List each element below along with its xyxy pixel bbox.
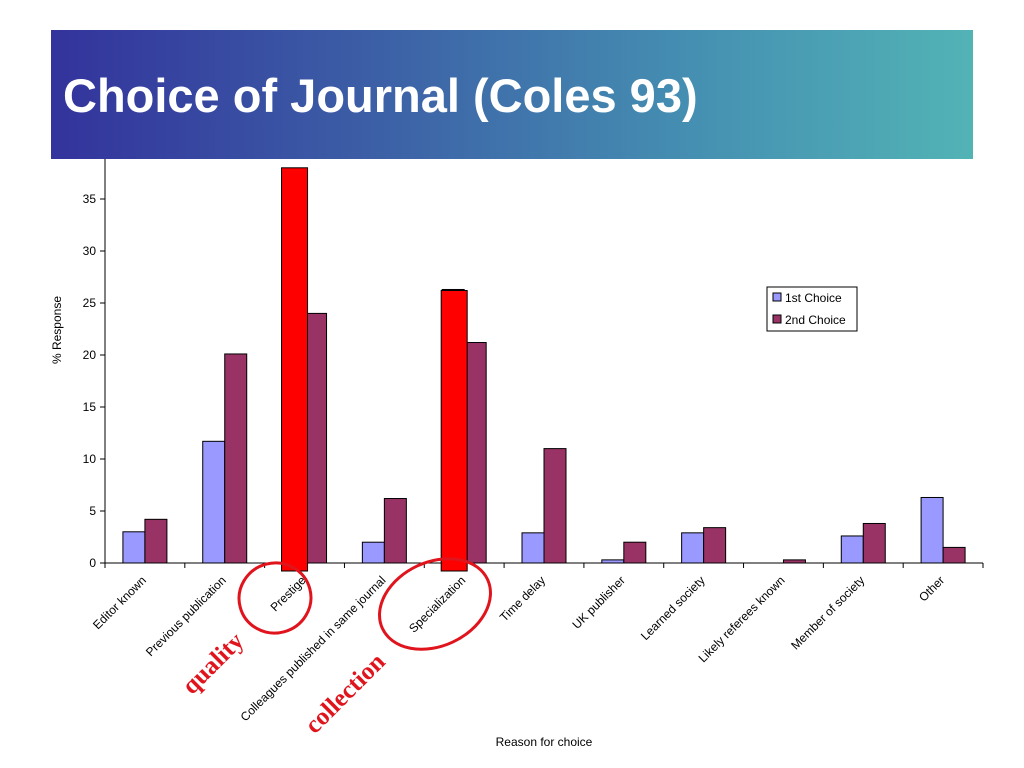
bar-first-choice [122, 531, 146, 564]
y-tick-label: 20 [83, 348, 97, 362]
bar-second-choice [543, 448, 567, 564]
y-tick-label: 35 [83, 192, 97, 206]
x-category-label: Learned society [638, 573, 708, 643]
highlight-bar [281, 167, 309, 572]
x-category-label: Time delay [497, 573, 548, 624]
bar-second-choice [862, 522, 886, 564]
bar-first-choice [521, 532, 545, 564]
x-category-label: Other [916, 573, 947, 604]
highlight-bar [440, 290, 468, 572]
x-category-label: UK publisher [569, 573, 627, 631]
y-tick-label: 15 [83, 400, 97, 414]
legend-swatch-second-choice [772, 314, 782, 324]
circle-prestige [237, 561, 313, 635]
y-tick-label: 10 [83, 452, 97, 466]
x-category-label: Colleagues published in same journal [238, 573, 389, 724]
x-category-label: Prestige [268, 573, 309, 614]
bar-second-choice [782, 559, 806, 564]
bar-second-choice [224, 353, 248, 564]
y-tick-label: 30 [83, 244, 97, 258]
legend-label-second-choice: 2nd Choice [785, 313, 846, 327]
y-tick-label: 0 [89, 556, 96, 570]
bar-second-choice [383, 498, 407, 564]
legend-label-first-choice: 1st Choice [785, 291, 842, 305]
bar-first-choice [920, 496, 944, 564]
x-category-label: Likely referees known [696, 573, 788, 665]
x-axis-title: Reason for choice [496, 735, 593, 749]
slide-title: Choice of Journal (Coles 93) [63, 69, 698, 122]
chart-legend: 1st Choice 2nd Choice [766, 286, 858, 332]
y-tick-label: 25 [83, 296, 97, 310]
bar-second-choice [703, 527, 727, 564]
bar-second-choice [623, 541, 647, 564]
y-tick-label: 5 [89, 504, 96, 518]
bar-second-choice [942, 546, 966, 564]
x-category-label: Specialization [406, 573, 468, 635]
legend-swatch-first-choice [772, 292, 782, 302]
bar-second-choice [144, 518, 168, 564]
bar-first-choice [202, 440, 226, 564]
x-category-label: Editor known [90, 573, 149, 632]
y-axis-title: % Response [50, 296, 64, 364]
annotation-circles [237, 557, 492, 651]
bar-first-choice [361, 541, 385, 564]
title-bar: Choice of Journal (Coles 93) [51, 30, 973, 159]
circle-specialization [378, 557, 492, 651]
bar-first-choice [840, 535, 864, 564]
bar-first-choice [601, 559, 625, 564]
legend-box [766, 286, 858, 332]
bar-first-choice [681, 532, 705, 564]
x-category-label: Member of society [788, 573, 867, 652]
chart-highlight-bars [281, 167, 468, 572]
